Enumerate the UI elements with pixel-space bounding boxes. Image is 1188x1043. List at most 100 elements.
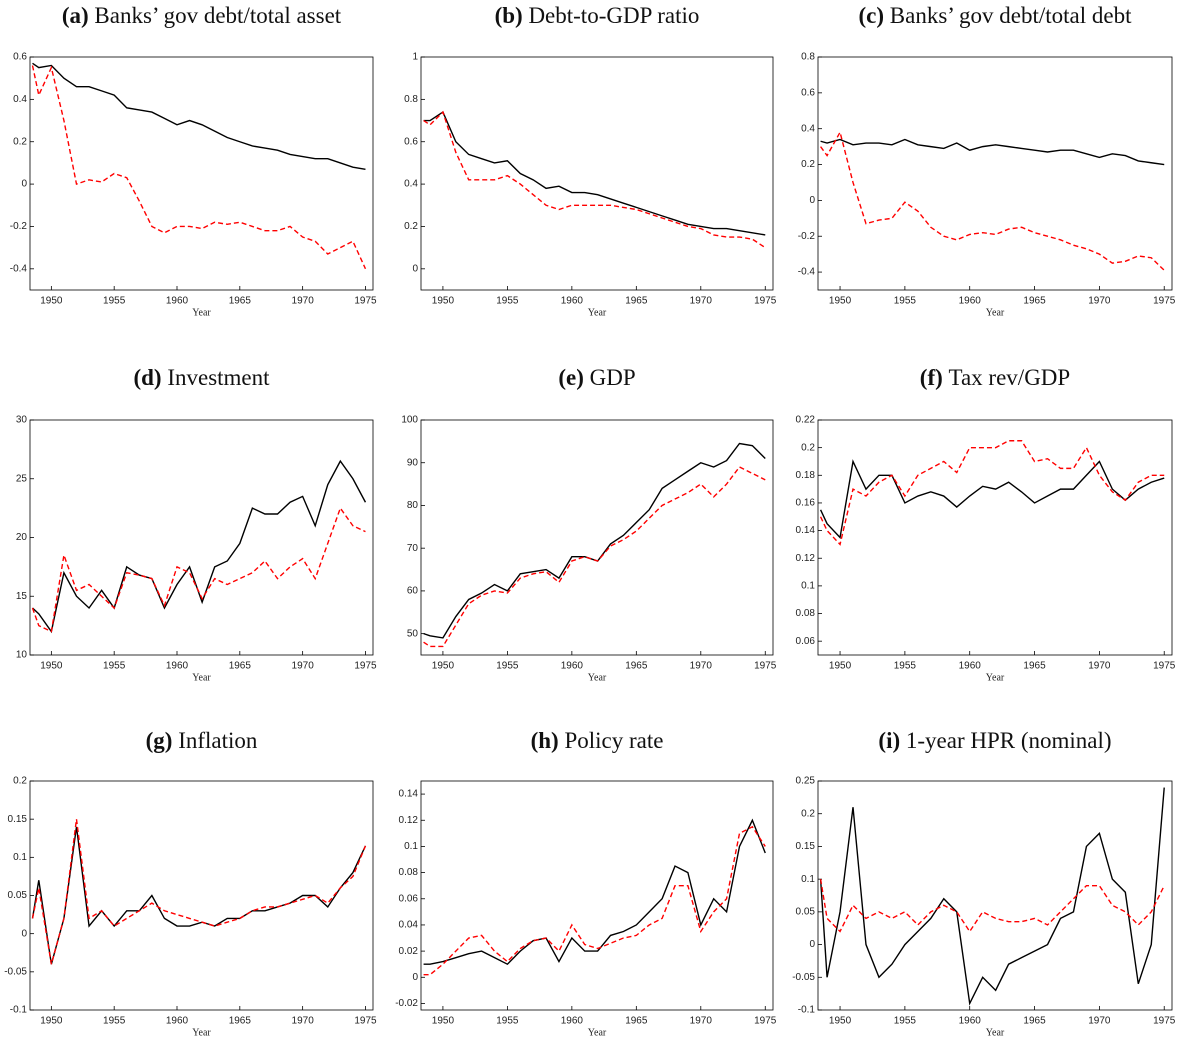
x-tick-label: 1950 <box>829 296 852 307</box>
x-tick-label: 1950 <box>829 1016 852 1027</box>
x-tick-label: 1975 <box>354 296 377 307</box>
panel-label: (h) <box>531 728 559 753</box>
y-tick-label: -0.2 <box>10 221 28 232</box>
series-line <box>31 65 367 270</box>
y-tick-label: 0.06 <box>796 636 816 647</box>
panel-title: Tax rev/GDP <box>949 365 1071 390</box>
x-axis-label: Year <box>192 1027 211 1038</box>
chart-title: (c) Banks’ gov debt/total debt <box>859 3 1133 28</box>
plot-frame <box>29 780 374 1011</box>
y-tick-label: 70 <box>407 543 419 554</box>
y-tick-label: 0.06 <box>399 893 419 904</box>
chart-title: (h) Policy rate <box>531 728 664 753</box>
x-axis-label: Year <box>588 1027 607 1038</box>
y-tick-label: 0.4 <box>13 94 27 105</box>
x-tick-label: 1970 <box>292 661 315 672</box>
y-tick-label: 0.16 <box>796 498 816 509</box>
y-tick-label: -0.4 <box>10 263 28 274</box>
x-axis-label: Year <box>986 1027 1005 1038</box>
x-tick-label: 1970 <box>292 296 315 307</box>
x-tick-label: 1975 <box>1153 296 1176 307</box>
chart-title: (f) Tax rev/GDP <box>920 365 1070 390</box>
y-tick-label: 0 <box>21 179 27 190</box>
y-tick-label: 10 <box>16 650 28 661</box>
x-tick-label: 1960 <box>166 296 189 307</box>
x-tick-label: 1965 <box>1023 1016 1046 1027</box>
y-tick-label: 0.08 <box>399 867 419 878</box>
x-tick-label: 1970 <box>1088 296 1111 307</box>
chart-title: (e) GDP <box>558 365 635 390</box>
series-line <box>820 138 1165 166</box>
x-tick-label: 1955 <box>496 661 519 672</box>
series-line <box>423 111 766 236</box>
y-tick-label: 0.2 <box>404 221 418 232</box>
y-tick-label: 0.02 <box>399 946 419 957</box>
series-line <box>32 459 367 634</box>
x-tick-label: 1950 <box>40 296 63 307</box>
y-tick-label: 0.05 <box>8 890 28 901</box>
series-line <box>819 879 1165 933</box>
plot-frame <box>29 419 374 656</box>
x-tick-label: 1965 <box>625 1016 648 1027</box>
y-tick-label: 0.4 <box>404 179 418 190</box>
x-tick-label: 1975 <box>754 1016 777 1027</box>
panel-label: (f) <box>920 365 943 390</box>
series-line <box>31 819 367 965</box>
panel-label: (c) <box>859 3 885 28</box>
panel-title: Inflation <box>178 728 258 753</box>
x-tick-label: 1960 <box>561 1016 584 1027</box>
x-tick-label: 1960 <box>959 661 982 672</box>
x-tick-label: 1955 <box>496 296 519 307</box>
x-tick-label: 1965 <box>229 661 252 672</box>
y-tick-label: 100 <box>401 415 418 426</box>
panel-label: (g) <box>146 728 173 753</box>
x-tick-label: 1950 <box>829 661 852 672</box>
y-tick-label: 0 <box>412 263 418 274</box>
panel-title: Banks’ gov debt/total asset <box>94 3 341 28</box>
x-tick-label: 1975 <box>754 296 777 307</box>
x-tick-label: 1965 <box>229 1016 252 1027</box>
series-line <box>819 440 1165 546</box>
panel-label: (b) <box>495 3 523 28</box>
y-tick-label: 0.15 <box>796 841 816 852</box>
panel-title: Debt-to-GDP ratio <box>528 3 699 28</box>
y-tick-label: 50 <box>407 628 419 639</box>
x-tick-label: 1970 <box>1088 661 1111 672</box>
series-line <box>423 442 766 639</box>
x-axis-label: Year <box>986 672 1005 683</box>
x-tick-label: 1950 <box>432 1016 455 1027</box>
x-tick-label: 1960 <box>166 661 189 672</box>
chart-title: (a) Banks’ gov debt/total asset <box>62 3 342 28</box>
x-axis-label: Year <box>588 307 607 318</box>
x-tick-label: 1970 <box>690 1016 713 1027</box>
x-axis-label: Year <box>588 672 607 683</box>
y-tick-label: 0.05 <box>796 906 816 917</box>
panel-label: (a) <box>62 3 89 28</box>
y-tick-label: 0.1 <box>13 852 27 863</box>
y-tick-label: -0.2 <box>798 231 816 242</box>
x-tick-label: 1965 <box>1023 296 1046 307</box>
x-tick-label: 1955 <box>103 1016 126 1027</box>
y-tick-label: 0.15 <box>8 814 28 825</box>
y-tick-label: 60 <box>407 586 419 597</box>
x-tick-label: 1960 <box>561 661 584 672</box>
x-tick-label: 1975 <box>354 1016 377 1027</box>
panel-label: (e) <box>558 365 584 390</box>
x-tick-label: 1975 <box>1153 661 1176 672</box>
plot-frame <box>29 56 374 291</box>
plot-frame <box>817 56 1173 291</box>
x-tick-label: 1965 <box>625 296 648 307</box>
y-tick-label: 0.14 <box>399 789 419 800</box>
y-tick-label: 0 <box>21 928 27 939</box>
y-tick-label: 0.1 <box>404 841 418 852</box>
x-tick-label: 1975 <box>1153 1016 1176 1027</box>
series-line <box>423 825 766 976</box>
panel-label: (d) <box>133 365 161 390</box>
series-line <box>423 466 766 648</box>
series-line <box>819 787 1165 1006</box>
x-tick-label: 1970 <box>292 1016 315 1027</box>
y-tick-label: 25 <box>16 473 28 484</box>
y-tick-label: 90 <box>407 457 419 468</box>
x-tick-label: 1960 <box>959 296 982 307</box>
x-axis-label: Year <box>192 672 211 683</box>
